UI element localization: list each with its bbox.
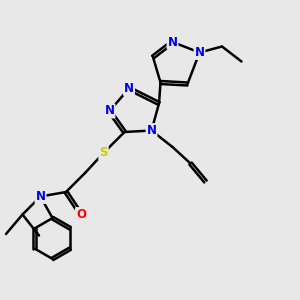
Text: N: N bbox=[167, 35, 178, 49]
Text: N: N bbox=[124, 82, 134, 95]
Text: N: N bbox=[104, 104, 115, 118]
Text: S: S bbox=[99, 146, 108, 160]
Text: N: N bbox=[194, 46, 205, 59]
Text: N: N bbox=[146, 124, 157, 137]
Text: N: N bbox=[35, 190, 46, 203]
Text: O: O bbox=[76, 208, 86, 221]
